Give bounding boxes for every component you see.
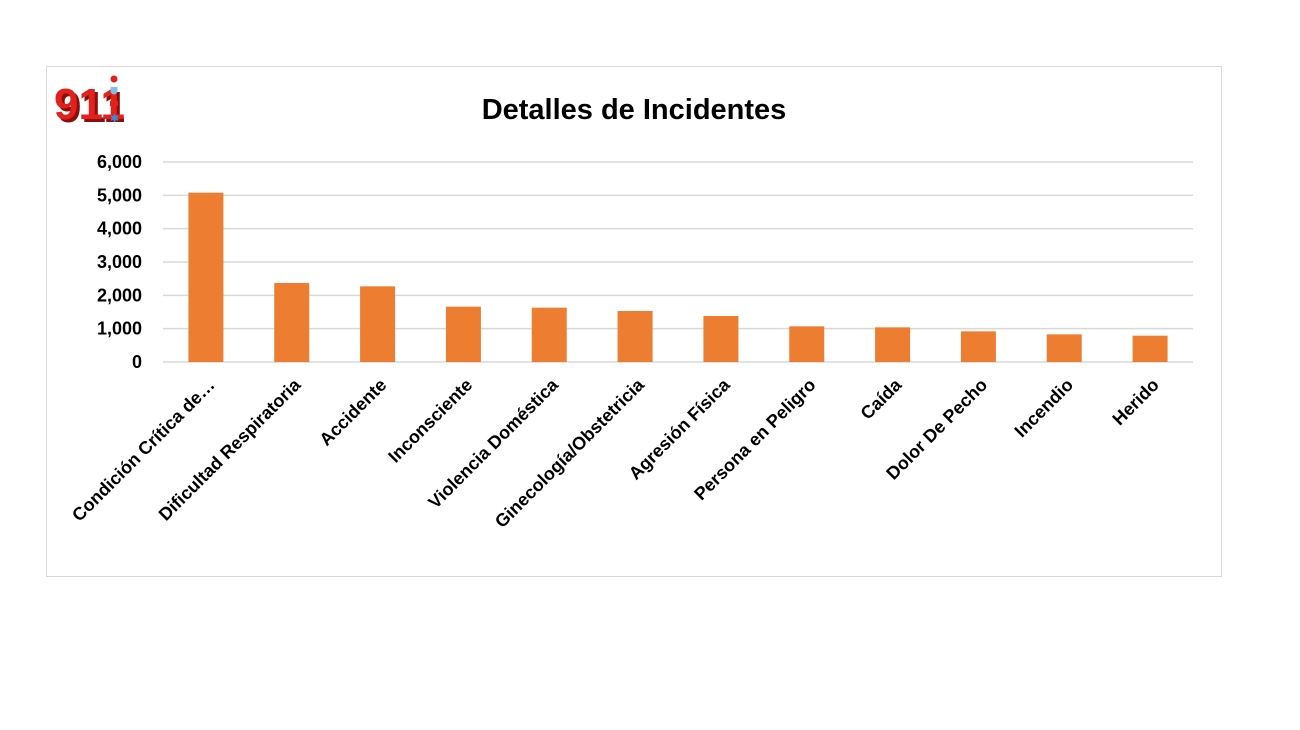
y-axis-tick-labels: 0 1,000 2,000 3,000 4,000 5,000 6,000 [97, 152, 142, 372]
y-tick-label: 5,000 [97, 185, 142, 205]
bar [1046, 334, 1082, 362]
x-axis-category-labels: Condición Crítica de…Dificultad Respirat… [68, 374, 1163, 532]
bar [875, 327, 911, 362]
x-category-label: Caída [857, 374, 907, 424]
x-category-label: Herido [1108, 375, 1162, 429]
911-logo: 911 911 ✱ [54, 75, 124, 126]
bar [617, 311, 653, 362]
bar [1132, 335, 1168, 362]
bar [960, 331, 996, 362]
x-category-label: Inconsciente [384, 375, 476, 467]
y-tick-label: 1,000 [97, 319, 142, 339]
x-category-label: Dificultad Respiratoria [155, 374, 306, 525]
y-tick-label: 3,000 [97, 252, 142, 272]
x-category-label: Incendio [1011, 375, 1077, 441]
y-tick-label: 6,000 [97, 152, 142, 172]
logo-shield-icon [110, 87, 118, 95]
bar [445, 306, 481, 362]
bar [188, 192, 224, 362]
chart-title: Detalles de Incidentes [482, 94, 787, 126]
bar [360, 286, 396, 362]
bar [789, 326, 825, 362]
bar [703, 316, 739, 362]
logo-red-dot-icon [110, 75, 118, 83]
logo-star-of-life-icon: ✱ [110, 112, 119, 125]
x-category-label: Ginecología/Obstetricia [491, 374, 649, 532]
y-tick-label: 0 [132, 352, 142, 372]
bar [531, 307, 567, 362]
bars [188, 192, 1168, 362]
x-category-label: Condición Crítica de… [68, 375, 219, 526]
bar [274, 283, 310, 362]
gridlines [163, 161, 1193, 363]
x-category-label: Accidente [315, 375, 390, 450]
y-tick-label: 2,000 [97, 285, 142, 305]
logo-truck-icon [110, 101, 118, 106]
y-tick-label: 4,000 [97, 219, 142, 239]
